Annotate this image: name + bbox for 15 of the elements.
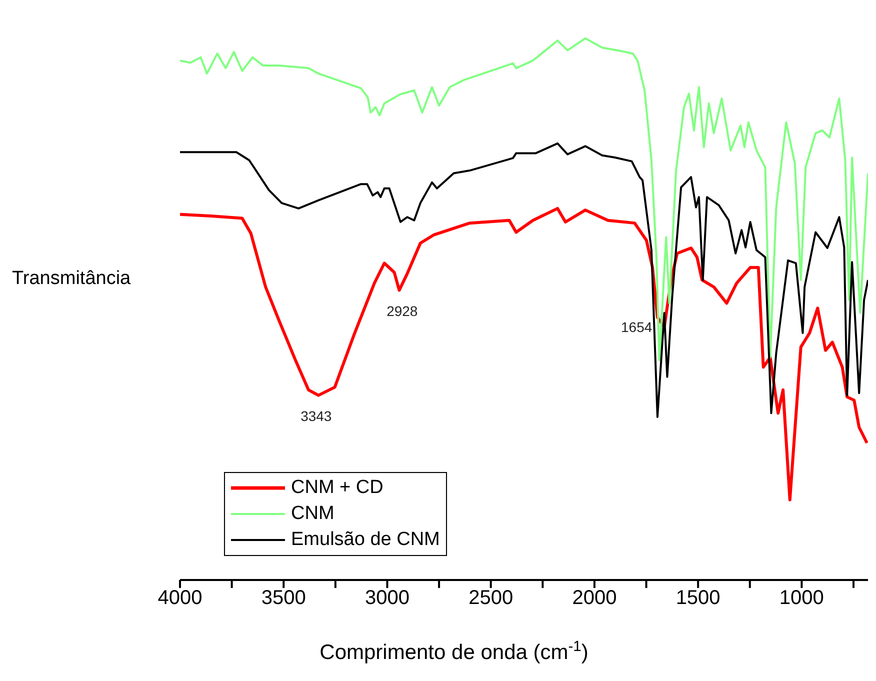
x-tick-label: 3500 [261,587,306,610]
x-tick-label: 2500 [468,587,514,610]
x-tick-label: 2000 [572,587,617,610]
legend-label: CNM + CD [291,476,384,500]
annotation: 3343 [300,408,332,424]
x-axis-title: Comprimento de onda (cm$^{-1}$) [320,639,588,664]
x-tick-label: 1000 [779,587,824,610]
legend-label: Emulsão de CNM [291,528,440,552]
x-tick-label: 1500 [676,587,720,610]
annotation: 2928 [386,303,418,320]
y-axis-title: Transmitância [12,268,131,290]
annotation: 1654 [621,319,652,336]
x-tick-label: 3000 [364,587,410,610]
legend-label: CNM [291,502,334,526]
x-tick-label: 4000 [158,587,202,610]
